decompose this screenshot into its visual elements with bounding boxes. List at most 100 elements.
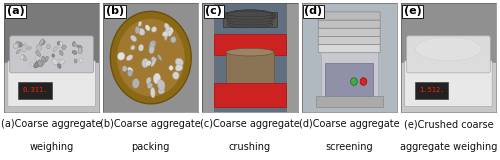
Ellipse shape [53, 47, 58, 51]
Text: (b)Coarse aggregate: (b)Coarse aggregate [100, 119, 201, 129]
Ellipse shape [164, 31, 168, 40]
Ellipse shape [145, 25, 150, 31]
Ellipse shape [227, 14, 273, 20]
Text: (e): (e) [404, 6, 421, 16]
Ellipse shape [142, 58, 148, 68]
FancyBboxPatch shape [404, 61, 492, 107]
Ellipse shape [164, 23, 170, 30]
Ellipse shape [42, 56, 45, 63]
FancyBboxPatch shape [406, 36, 490, 73]
Ellipse shape [227, 11, 273, 17]
Ellipse shape [72, 42, 75, 46]
Ellipse shape [77, 45, 82, 48]
Ellipse shape [20, 55, 24, 59]
Bar [401, 63, 496, 112]
Bar [226, 52, 274, 85]
Ellipse shape [116, 18, 185, 97]
Ellipse shape [30, 63, 34, 66]
Ellipse shape [150, 87, 155, 98]
Ellipse shape [172, 72, 179, 79]
Ellipse shape [169, 65, 173, 70]
Text: (a)Coarse aggregate: (a)Coarse aggregate [2, 119, 102, 129]
Ellipse shape [152, 27, 156, 32]
Ellipse shape [16, 41, 20, 46]
Ellipse shape [158, 80, 165, 90]
Ellipse shape [36, 55, 40, 61]
Ellipse shape [128, 70, 132, 76]
Ellipse shape [154, 73, 160, 84]
Ellipse shape [24, 44, 28, 49]
Ellipse shape [147, 83, 152, 88]
Bar [316, 96, 382, 107]
Ellipse shape [78, 48, 82, 52]
Ellipse shape [168, 30, 172, 36]
Text: (d)Coarse aggregate: (d)Coarse aggregate [299, 119, 400, 129]
Ellipse shape [60, 50, 63, 55]
FancyBboxPatch shape [318, 36, 380, 44]
Ellipse shape [62, 45, 66, 49]
Ellipse shape [38, 61, 44, 66]
Bar [401, 3, 496, 63]
Ellipse shape [36, 61, 40, 67]
Ellipse shape [135, 26, 140, 34]
Ellipse shape [130, 35, 136, 42]
Text: weighing: weighing [30, 142, 74, 152]
Ellipse shape [132, 78, 140, 88]
Ellipse shape [128, 67, 133, 72]
Ellipse shape [16, 49, 20, 54]
Ellipse shape [162, 31, 168, 37]
Text: (b): (b) [106, 6, 124, 16]
Ellipse shape [45, 56, 48, 62]
Ellipse shape [17, 42, 22, 47]
Bar [286, 3, 298, 112]
Ellipse shape [166, 27, 173, 35]
Text: 0.311.: 0.311. [22, 87, 48, 93]
Ellipse shape [138, 21, 141, 26]
Ellipse shape [40, 40, 45, 45]
Ellipse shape [175, 64, 182, 71]
Ellipse shape [22, 55, 26, 61]
FancyBboxPatch shape [8, 61, 96, 107]
Ellipse shape [227, 22, 273, 28]
Bar [18, 82, 52, 99]
Text: (c): (c) [206, 6, 222, 16]
FancyBboxPatch shape [318, 44, 380, 53]
Text: packing: packing [132, 142, 170, 152]
Ellipse shape [149, 40, 156, 50]
Ellipse shape [158, 55, 162, 60]
Bar [214, 83, 286, 107]
Ellipse shape [40, 39, 44, 45]
Ellipse shape [227, 17, 273, 22]
Ellipse shape [52, 54, 54, 57]
Ellipse shape [58, 59, 62, 65]
Ellipse shape [118, 52, 125, 60]
Circle shape [350, 78, 358, 85]
Text: (c)Coarse aggregate: (c)Coarse aggregate [200, 119, 300, 129]
FancyBboxPatch shape [318, 20, 380, 28]
Ellipse shape [78, 47, 82, 54]
Ellipse shape [38, 60, 43, 67]
FancyBboxPatch shape [318, 12, 380, 20]
Ellipse shape [175, 58, 183, 66]
Ellipse shape [226, 48, 274, 56]
Ellipse shape [80, 58, 83, 62]
Ellipse shape [126, 55, 133, 61]
Ellipse shape [36, 45, 42, 51]
Ellipse shape [60, 60, 64, 64]
Text: (a): (a) [7, 6, 24, 16]
Bar [4, 63, 99, 112]
Ellipse shape [122, 66, 127, 72]
Ellipse shape [150, 41, 154, 48]
FancyBboxPatch shape [318, 28, 380, 36]
Ellipse shape [73, 43, 76, 47]
Text: crushing: crushing [229, 142, 271, 152]
Ellipse shape [28, 47, 32, 50]
Ellipse shape [58, 64, 61, 68]
Ellipse shape [146, 61, 151, 66]
Ellipse shape [57, 41, 60, 45]
Ellipse shape [151, 58, 156, 67]
Bar [326, 63, 373, 96]
Ellipse shape [46, 44, 50, 49]
Ellipse shape [13, 43, 18, 48]
Text: 1.512.: 1.512. [420, 87, 445, 93]
